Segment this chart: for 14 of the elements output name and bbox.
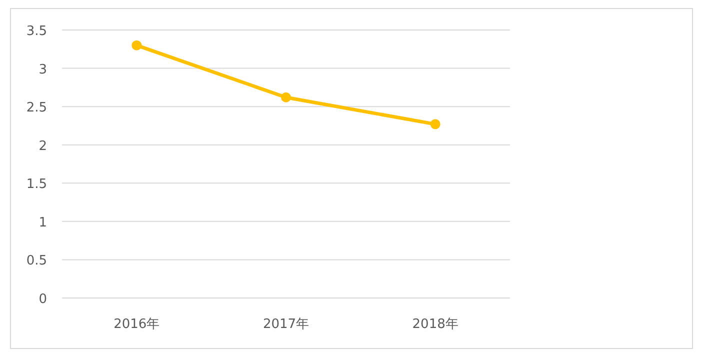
point <box>430 119 440 130</box>
y-tick-label: 0.5 <box>26 254 47 269</box>
point <box>132 40 142 50</box>
x-tick-label: 2018年 <box>412 317 458 332</box>
x-tick-label: 2017年 <box>262 317 310 332</box>
y-tick-label: 1.5 <box>26 177 47 192</box>
point <box>281 92 291 102</box>
y-tick-label: 2 <box>38 138 47 154</box>
y-tick-label: 2.5 <box>26 100 47 116</box>
y-tick-label: 1 <box>38 215 47 230</box>
y-tick-label: 0 <box>38 292 47 307</box>
x-tick-label: 2016年 <box>114 317 160 332</box>
y-tick-label: 3.5 <box>26 24 47 39</box>
y-tick-label: 3 <box>38 62 47 78</box>
